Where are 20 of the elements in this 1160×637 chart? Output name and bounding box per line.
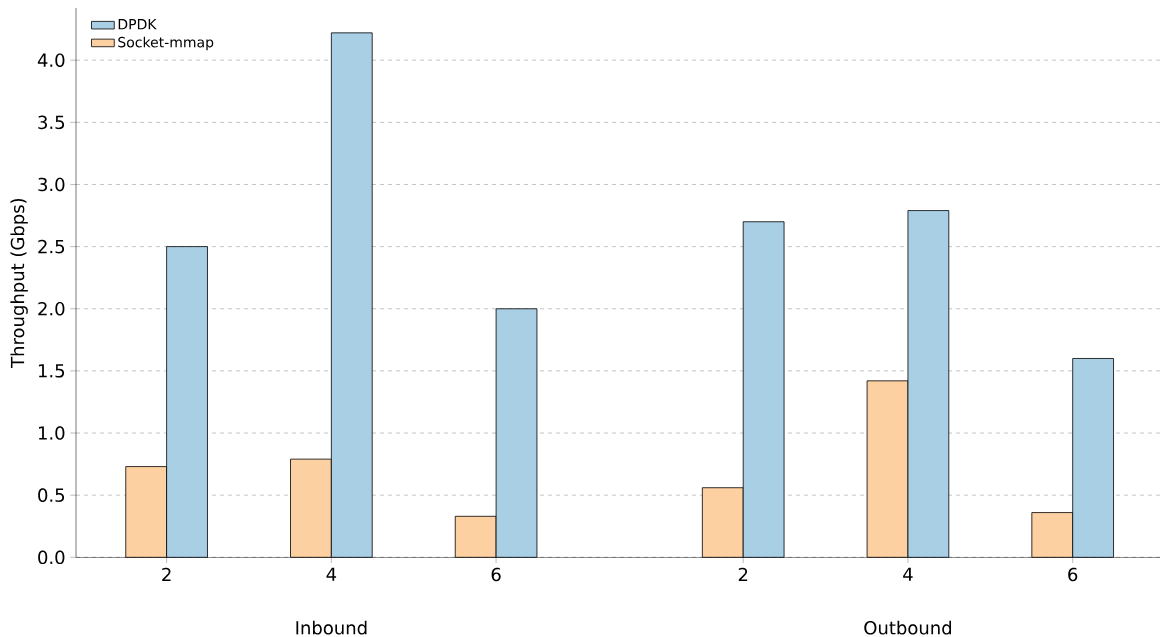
y-tick-label: 0.0 (38, 550, 65, 564)
y-tick-label: 3.0 (38, 177, 65, 192)
x-tick-label: 4 (903, 567, 913, 581)
x-tick-label: 2 (738, 567, 748, 581)
y-tick-label: 2.0 (38, 301, 65, 316)
y-tick-label: 4.0 (37, 53, 65, 67)
y-axis-title: Throughput (Gbps) (10, 198, 28, 368)
legend-label: Socket-mmap (118, 36, 214, 50)
y-tick-label: 0.5 (38, 488, 65, 502)
y-tick-label: 3.5 (38, 115, 65, 129)
text: Inbound (296, 620, 367, 635)
x-tick-label: 4 (326, 567, 337, 581)
legend-label: DPDK (118, 18, 157, 30)
text: Outbound (864, 620, 951, 635)
x-tick-label: 6 (1068, 567, 1078, 582)
y-tick-label: 1.0 (38, 426, 65, 440)
x-tick-label: 6 (491, 567, 501, 582)
y-tick-label: 2.5 (38, 239, 65, 254)
x-tick-label: 2 (162, 567, 171, 581)
y-tick-label: 1.5 (38, 364, 65, 378)
